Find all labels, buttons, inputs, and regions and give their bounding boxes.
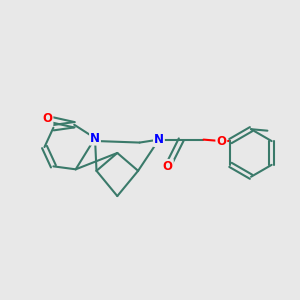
Text: O: O [43, 112, 52, 125]
Text: O: O [216, 135, 226, 148]
Text: N: N [90, 132, 100, 145]
Text: N: N [154, 133, 164, 146]
Text: O: O [163, 160, 173, 173]
